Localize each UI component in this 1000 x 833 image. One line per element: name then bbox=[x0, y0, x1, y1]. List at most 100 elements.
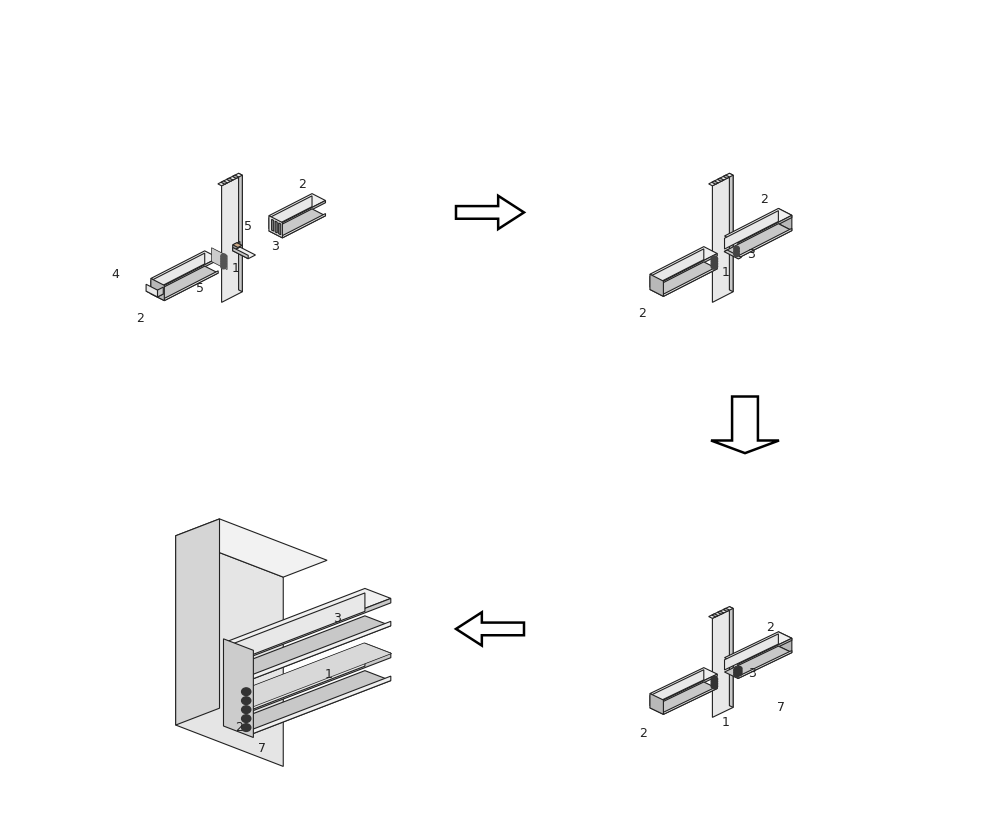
Text: 3: 3 bbox=[748, 667, 756, 680]
Circle shape bbox=[734, 670, 739, 675]
Polygon shape bbox=[282, 213, 325, 238]
Text: 7: 7 bbox=[258, 742, 266, 755]
Circle shape bbox=[734, 249, 739, 254]
Text: 3: 3 bbox=[333, 611, 341, 625]
Text: 2: 2 bbox=[766, 621, 774, 634]
Polygon shape bbox=[456, 196, 524, 229]
Circle shape bbox=[711, 676, 718, 681]
Polygon shape bbox=[233, 242, 240, 251]
Polygon shape bbox=[778, 631, 792, 652]
Polygon shape bbox=[725, 211, 778, 249]
Text: 1: 1 bbox=[324, 668, 332, 681]
Circle shape bbox=[221, 254, 226, 259]
Text: 1: 1 bbox=[722, 266, 730, 279]
Polygon shape bbox=[225, 616, 391, 680]
Polygon shape bbox=[225, 643, 391, 707]
Polygon shape bbox=[650, 247, 717, 281]
Polygon shape bbox=[151, 278, 164, 301]
Circle shape bbox=[242, 697, 251, 705]
Polygon shape bbox=[729, 606, 733, 707]
Polygon shape bbox=[650, 670, 704, 706]
Polygon shape bbox=[151, 266, 218, 301]
Circle shape bbox=[221, 257, 226, 262]
Polygon shape bbox=[725, 208, 792, 243]
Polygon shape bbox=[272, 219, 274, 232]
Polygon shape bbox=[251, 676, 391, 734]
Polygon shape bbox=[650, 694, 663, 715]
Text: 5: 5 bbox=[244, 220, 252, 233]
Circle shape bbox=[711, 261, 718, 267]
Polygon shape bbox=[227, 178, 233, 182]
Polygon shape bbox=[282, 201, 325, 225]
Text: 2: 2 bbox=[137, 312, 144, 325]
Polygon shape bbox=[176, 519, 327, 577]
Polygon shape bbox=[738, 228, 792, 258]
Text: 2: 2 bbox=[638, 307, 646, 320]
Polygon shape bbox=[164, 271, 218, 301]
Polygon shape bbox=[712, 608, 733, 717]
Polygon shape bbox=[225, 648, 365, 720]
Polygon shape bbox=[725, 646, 792, 679]
Text: 5: 5 bbox=[196, 282, 204, 295]
Polygon shape bbox=[146, 288, 163, 297]
Polygon shape bbox=[738, 651, 792, 679]
Polygon shape bbox=[212, 247, 227, 270]
Polygon shape bbox=[225, 671, 391, 734]
Circle shape bbox=[711, 681, 718, 686]
Text: 2: 2 bbox=[639, 727, 647, 741]
Polygon shape bbox=[221, 181, 227, 184]
Polygon shape bbox=[151, 253, 205, 292]
Polygon shape bbox=[738, 638, 792, 666]
Polygon shape bbox=[729, 173, 733, 292]
Polygon shape bbox=[725, 631, 792, 664]
Polygon shape bbox=[778, 208, 792, 231]
Circle shape bbox=[734, 672, 739, 677]
Circle shape bbox=[242, 706, 251, 714]
Polygon shape bbox=[650, 682, 717, 715]
Polygon shape bbox=[223, 639, 253, 737]
Polygon shape bbox=[218, 173, 242, 186]
Circle shape bbox=[736, 671, 742, 676]
Polygon shape bbox=[723, 175, 730, 178]
Polygon shape bbox=[225, 588, 391, 652]
Polygon shape bbox=[650, 667, 717, 700]
Circle shape bbox=[711, 263, 718, 269]
Circle shape bbox=[711, 256, 718, 262]
Text: 7: 7 bbox=[777, 701, 785, 714]
Polygon shape bbox=[225, 643, 392, 707]
Polygon shape bbox=[164, 257, 218, 287]
Circle shape bbox=[711, 683, 718, 689]
Polygon shape bbox=[709, 173, 733, 186]
Polygon shape bbox=[709, 606, 733, 618]
Text: 1: 1 bbox=[722, 716, 730, 729]
Polygon shape bbox=[233, 247, 255, 259]
Polygon shape bbox=[251, 598, 391, 656]
Polygon shape bbox=[176, 519, 220, 725]
Polygon shape bbox=[663, 674, 717, 702]
Polygon shape bbox=[157, 287, 163, 297]
Polygon shape bbox=[275, 221, 277, 233]
Polygon shape bbox=[456, 612, 524, 646]
Circle shape bbox=[734, 252, 739, 257]
Polygon shape bbox=[663, 253, 717, 283]
Polygon shape bbox=[717, 611, 724, 614]
Polygon shape bbox=[251, 621, 391, 680]
Circle shape bbox=[734, 668, 739, 672]
Circle shape bbox=[736, 669, 742, 673]
Circle shape bbox=[221, 262, 226, 267]
Circle shape bbox=[711, 258, 718, 264]
Polygon shape bbox=[269, 209, 325, 238]
Polygon shape bbox=[725, 224, 792, 258]
Polygon shape bbox=[233, 247, 248, 259]
Polygon shape bbox=[712, 175, 733, 302]
Polygon shape bbox=[269, 216, 282, 238]
Circle shape bbox=[734, 247, 739, 251]
Text: 1: 1 bbox=[231, 262, 239, 275]
Polygon shape bbox=[650, 262, 717, 297]
Polygon shape bbox=[222, 175, 242, 302]
Polygon shape bbox=[251, 653, 391, 711]
Polygon shape bbox=[232, 175, 239, 178]
Polygon shape bbox=[225, 593, 365, 665]
Polygon shape bbox=[724, 250, 742, 259]
Text: 4: 4 bbox=[111, 268, 119, 282]
